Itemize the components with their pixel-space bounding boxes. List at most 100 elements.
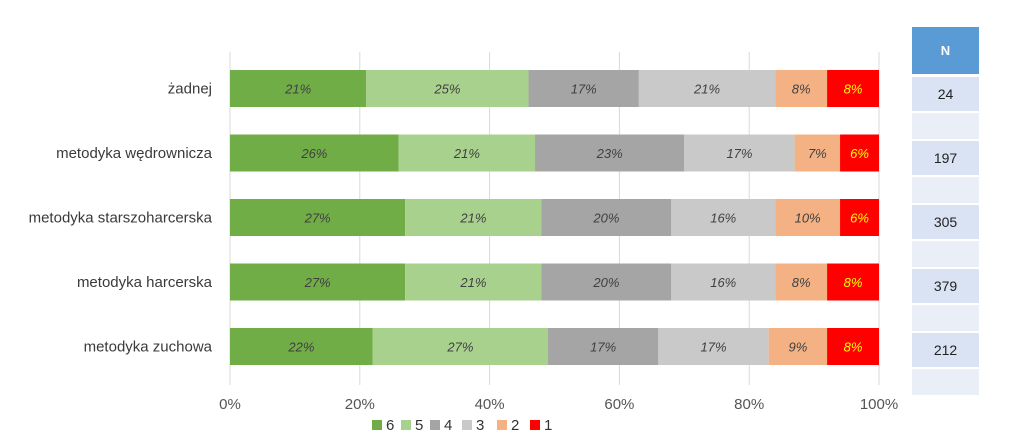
n-header: N: [941, 43, 950, 58]
legend-swatch: [372, 420, 382, 430]
x-tick-label: 20%: [345, 396, 375, 413]
category-label: metodyka starszoharcerska: [29, 210, 213, 227]
data-label: 27%: [304, 211, 331, 226]
bar-segment-2: [775, 263, 828, 301]
bar-segment-5: [398, 134, 536, 172]
bar-segment-1: [827, 70, 879, 107]
category-label: metodyka wędrownicza: [56, 145, 213, 162]
bar-segment-1: [840, 134, 879, 172]
legend: 6 5 4 3 2 1: [372, 417, 552, 434]
data-label: 17%: [590, 340, 616, 355]
n-cell: [912, 77, 979, 111]
data-label: 27%: [304, 275, 331, 290]
data-label: 8%: [844, 82, 863, 97]
n-value: 24: [938, 86, 954, 102]
data-label: 21%: [693, 82, 720, 97]
bar-segment-4: [541, 263, 672, 301]
data-label: 17%: [700, 340, 726, 355]
legend-label: 1: [544, 417, 552, 434]
bar-segment-4: [541, 199, 672, 236]
x-tick-label: 40%: [475, 396, 505, 413]
bar-segment-2: [794, 134, 841, 172]
bar-segment-2: [775, 199, 841, 236]
n-cell: [912, 141, 979, 175]
legend-label: 4: [444, 417, 452, 434]
bar-segment-6: [230, 263, 406, 301]
data-label: 25%: [433, 82, 460, 97]
data-label: 16%: [710, 275, 736, 290]
bar-segment-6: [230, 199, 406, 236]
category-label: żadnej: [168, 81, 212, 98]
data-label: 22%: [287, 340, 314, 355]
legend-swatch: [401, 420, 411, 430]
bar-segment-4: [548, 328, 659, 365]
legend-label: 5: [415, 417, 423, 434]
bar-segment-3: [638, 70, 776, 107]
bar-segment-6: [230, 70, 367, 107]
bar-segment-5: [405, 263, 542, 301]
data-label: 21%: [459, 211, 486, 226]
data-label: 6%: [850, 211, 869, 226]
bar-segment-3: [684, 134, 795, 172]
legend-swatch: [530, 420, 540, 430]
bar-segment-3: [658, 328, 769, 365]
bar-segment-2: [775, 70, 828, 107]
data-label: 8%: [792, 82, 811, 97]
n-value: 197: [934, 150, 958, 166]
data-label: 23%: [596, 146, 623, 161]
n-spacer-cell: [912, 241, 979, 267]
bar-segment-2: [768, 328, 828, 365]
legend-label: 6: [386, 417, 394, 434]
data-label: 9%: [788, 340, 807, 355]
data-label: 21%: [284, 82, 311, 97]
bar-segment-5: [405, 199, 542, 236]
n-header-cell: [912, 27, 979, 74]
data-label: 8%: [792, 275, 811, 290]
bar-segment-5: [366, 70, 529, 107]
n-column: N 24 197 305 379 212: [912, 27, 979, 395]
category-label: metodyka zuchowa: [84, 339, 213, 356]
x-tick-labels: 0% 20% 40% 60% 80% 100%: [219, 396, 898, 413]
data-label: 7%: [808, 146, 827, 161]
x-tick-label: 100%: [860, 396, 898, 413]
data-label: 27%: [446, 340, 473, 355]
data-label: 26%: [300, 146, 327, 161]
data-label: 8%: [844, 340, 863, 355]
bar-segment-6: [230, 328, 373, 365]
bar-segment-4: [535, 134, 685, 172]
category-labels: żadnej metodyka wędrownicza metodyka stars…: [29, 81, 213, 356]
n-spacer-cell: [912, 305, 979, 331]
bar-segment-5: [372, 328, 549, 365]
bar-segment-1: [827, 263, 879, 301]
bar-segment-3: [671, 199, 776, 236]
bar-segment-1: [827, 328, 879, 365]
n-cell: [912, 333, 979, 367]
n-spacer-cell: [912, 369, 979, 395]
n-value: 305: [934, 214, 958, 230]
bar-segment-1: [840, 199, 879, 236]
x-tick-label: 80%: [734, 396, 764, 413]
data-label: 10%: [795, 211, 821, 226]
data-label: 20%: [592, 211, 619, 226]
data-label: 8%: [844, 275, 863, 290]
bar-segment-3: [671, 263, 776, 301]
n-value: 379: [934, 278, 958, 294]
n-cell: [912, 205, 979, 239]
bars: 21% 25% 17% 21% 8% 8% 26% 21% 23% 17% 7% 6% 27% 21% 20…: [230, 70, 879, 365]
data-label: 6%: [850, 146, 869, 161]
n-spacer-cell: [912, 113, 979, 139]
legend-label: 3: [476, 417, 484, 434]
x-tick-label: 60%: [604, 396, 634, 413]
category-label: metodyka harcerska: [77, 274, 213, 291]
legend-swatch: [430, 420, 440, 430]
n-cell: [912, 269, 979, 303]
n-spacer-cell: [912, 177, 979, 203]
bar-segment-6: [230, 134, 399, 172]
data-label: 17%: [726, 146, 752, 161]
data-label: 20%: [592, 275, 619, 290]
bar-segment-4: [528, 70, 639, 107]
data-label: 21%: [459, 275, 486, 290]
legend-label: 2: [511, 417, 519, 434]
legend-swatch: [497, 420, 507, 430]
